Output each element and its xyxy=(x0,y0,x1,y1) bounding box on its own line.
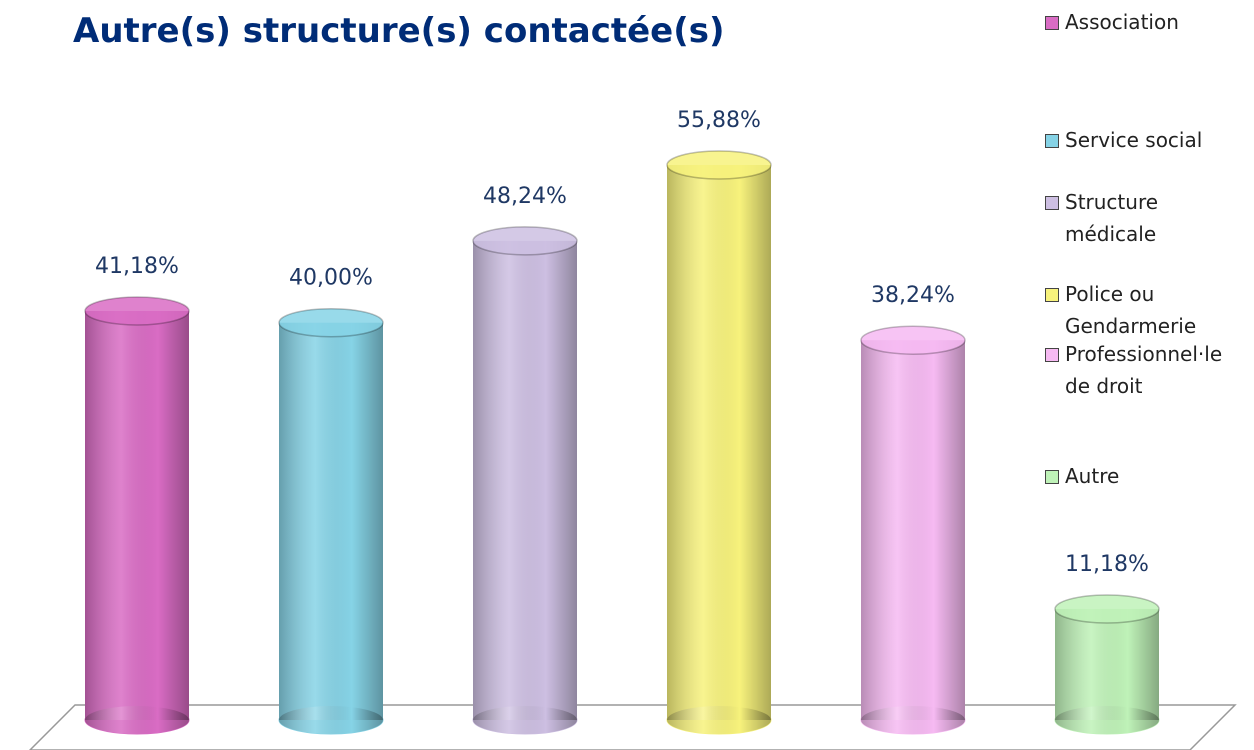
legend-item: Structure médicale xyxy=(1045,186,1245,250)
bar-shade xyxy=(85,311,189,720)
value-label: 48,24% xyxy=(483,184,567,209)
bar-top xyxy=(860,325,966,355)
legend-item: Autre xyxy=(1045,460,1245,492)
legend-item: Police ou Gendarmerie xyxy=(1045,278,1245,342)
value-label: 38,24% xyxy=(871,283,955,308)
legend-label: Structure médicale xyxy=(1065,190,1159,246)
bar-bottom-shade xyxy=(667,706,771,734)
legend-label: Police ou Gendarmerie xyxy=(1065,282,1197,338)
bar-shade xyxy=(1055,608,1159,720)
legend-swatch xyxy=(1045,16,1059,30)
bar-bottom-shade xyxy=(85,706,189,734)
bar-top xyxy=(84,296,190,326)
legend-swatch xyxy=(1045,470,1059,484)
value-label: 55,88% xyxy=(677,108,761,133)
bar-bottom-shade xyxy=(473,706,577,734)
bar-top xyxy=(278,307,384,338)
bar-top xyxy=(1054,594,1160,624)
bar-shade xyxy=(279,322,383,720)
legend-item: Association xyxy=(1045,6,1245,38)
value-label: 11,18% xyxy=(1065,552,1149,577)
legend-swatch xyxy=(1045,288,1059,302)
value-label: 41,18% xyxy=(95,254,179,279)
legend-label: Service social xyxy=(1065,128,1203,152)
floor xyxy=(28,704,1237,750)
legend-label: Association xyxy=(1065,10,1179,34)
legend-swatch xyxy=(1045,134,1059,148)
bar-bottom-shade xyxy=(861,706,965,734)
bar-bottom-shade xyxy=(1055,706,1159,734)
legend-item: Professionnel·le de droit xyxy=(1045,338,1245,402)
value-label: 40,00% xyxy=(289,266,373,291)
bar-shade xyxy=(473,240,577,720)
legend-swatch xyxy=(1045,196,1059,210)
chart-title: Autre(s) structure(s) contactée(s) xyxy=(73,11,725,51)
bar-shade xyxy=(861,340,965,720)
legend-label: Professionnel·le de droit xyxy=(1065,342,1223,398)
bar-top xyxy=(666,150,772,180)
legend-label: Autre xyxy=(1065,464,1120,488)
bar-bottom-shade xyxy=(279,706,383,734)
bar-top xyxy=(472,226,578,256)
bar-shade xyxy=(667,165,771,720)
legend-item: Service social xyxy=(1045,124,1245,156)
legend-swatch xyxy=(1045,348,1059,362)
